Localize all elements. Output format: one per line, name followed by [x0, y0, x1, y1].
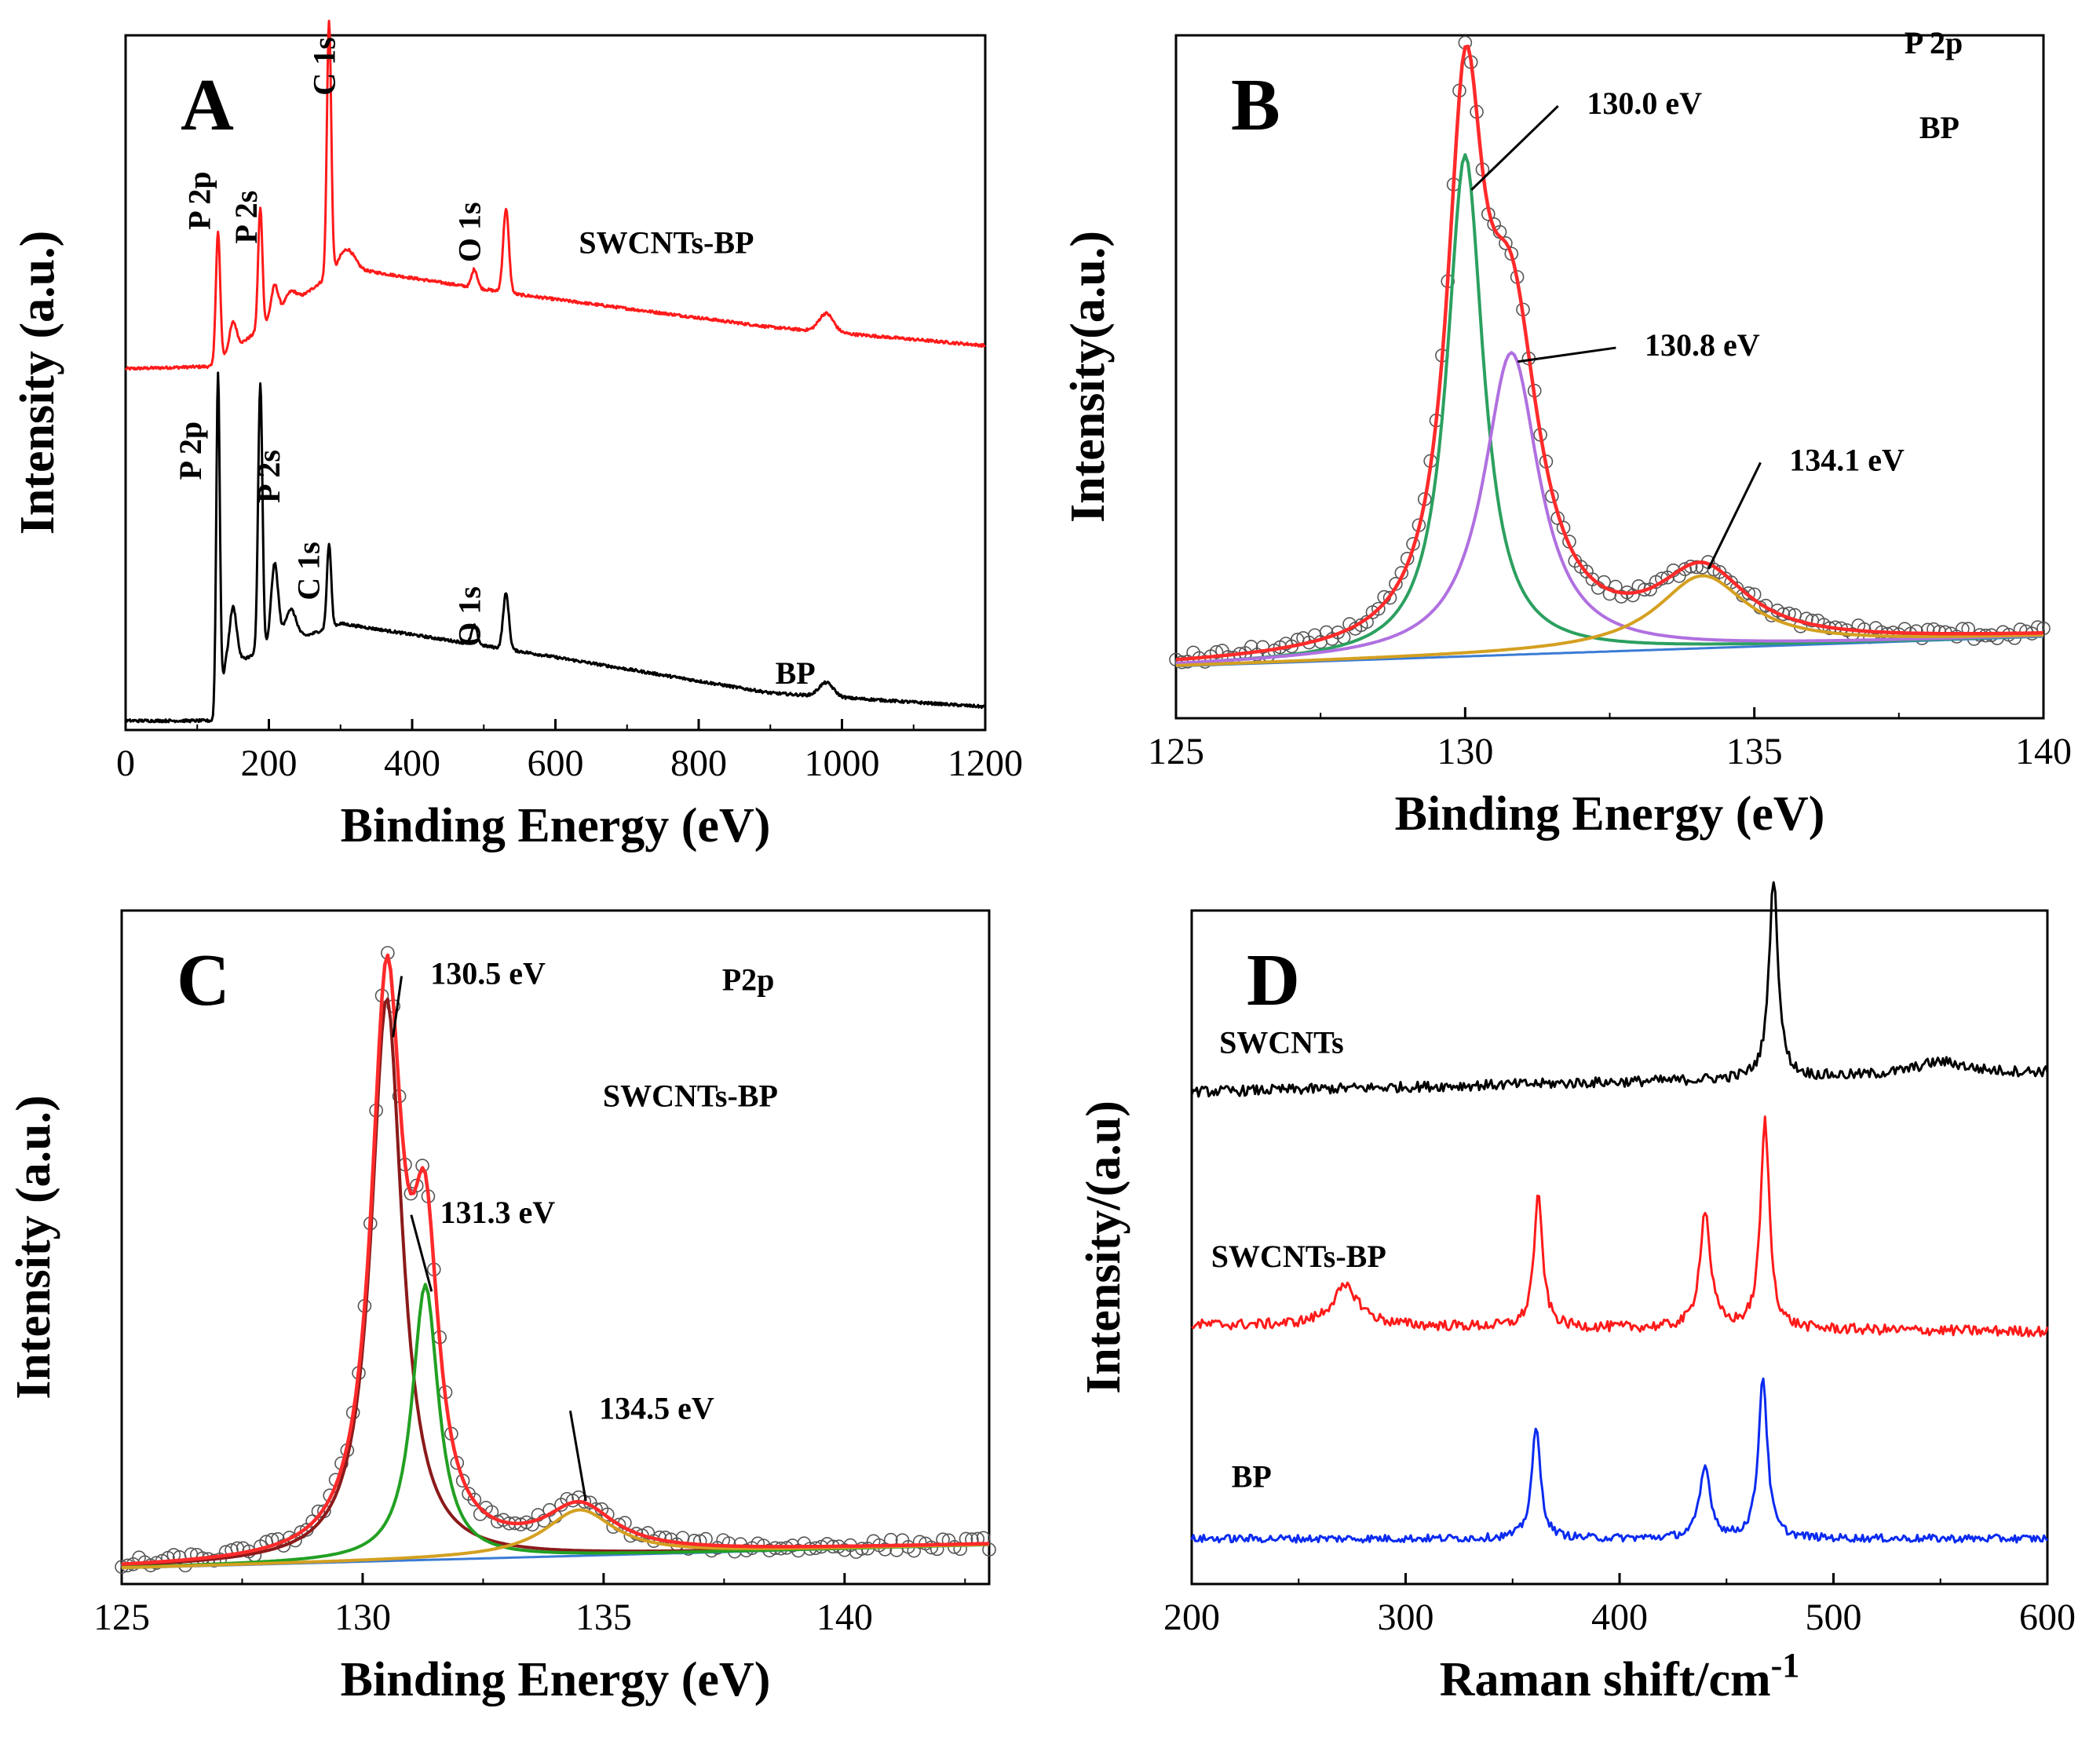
annotation: 131.3 eV	[440, 1195, 556, 1230]
series-line-bp	[124, 371, 987, 724]
panel-letter: B	[1231, 64, 1280, 146]
x-tick-label: 200	[241, 743, 298, 784]
x-tick-label: 500	[1806, 1597, 1862, 1638]
series-line-bp	[1190, 1377, 2049, 1544]
annotation-pointer	[410, 1214, 433, 1292]
plot-frame	[1174, 34, 2045, 720]
annotation-pointer	[1707, 462, 1762, 570]
annotation: 130.5 eV	[430, 956, 546, 991]
x-tick-label: 300	[1378, 1597, 1434, 1638]
series-line-swcnts-bp	[124, 20, 986, 371]
y-axis-label: Intensity (a.u.)	[7, 1095, 60, 1400]
annotation: P2p	[722, 962, 775, 997]
x-tick-label: 600	[2019, 1597, 2076, 1638]
fit-component-1	[121, 997, 990, 1568]
series-line-swcnts-bp	[1191, 1115, 2049, 1338]
panel-letter: A	[181, 64, 234, 146]
annotation-pointer	[568, 1411, 587, 1502]
x-tick-label: 135	[1726, 731, 1783, 772]
annotation: 130.0 eV	[1587, 86, 1702, 121]
peak-annotation: P 2s	[251, 450, 287, 503]
x-tick-label: 130	[334, 1597, 391, 1638]
series-label: SWCNTs-BP	[1211, 1239, 1386, 1274]
annotation: BP	[1919, 110, 1959, 145]
x-tick-label: 1200	[948, 743, 1023, 784]
annotation-pointer	[1470, 105, 1559, 191]
panel-letter: C	[177, 940, 230, 1021]
x-tick-label: 125	[93, 1597, 150, 1638]
raw-data-point	[912, 1535, 927, 1549]
peak-annotation: P 2p	[173, 422, 208, 480]
peak-annotation: O 1s	[452, 202, 488, 262]
panel-b: 125 130 135 140 Binding Energy (eV) Intensity…	[1061, 25, 2072, 841]
raw-data-point	[1209, 644, 1224, 659]
panel-a: 0 200 400 600 800 1000 1200 Binding Energy (eV)…	[11, 20, 1023, 852]
x-axis-label: Raman shift/cm-1	[1440, 1646, 1800, 1706]
x-tick-label: 130	[1437, 731, 1493, 772]
y-axis-label: Intensity/(a.u)	[1077, 1100, 1130, 1394]
panel-c: 125 130 135 140 Binding Energy (eV) Intensity…	[7, 909, 996, 1706]
fit-component-3	[121, 1508, 989, 1570]
x-tick-label: 135	[575, 1597, 632, 1638]
raw-data-point	[1382, 590, 1397, 605]
x-axis-label: Binding Energy (eV)	[341, 799, 771, 852]
annotation-pointer	[392, 976, 404, 1038]
x-tick-label: 1000	[805, 743, 880, 784]
peak-annotation: C 1s	[306, 37, 341, 95]
x-axis-label: Binding Energy (eV)	[1395, 787, 1825, 841]
annotation: SWCNTs-BP	[603, 1079, 778, 1114]
annotation-pointer	[1517, 346, 1616, 363]
x-axis-label-superscript: -1	[1771, 1646, 1800, 1684]
fit-component-2	[121, 1283, 990, 1569]
y-axis-label: Intensity(a.u.)	[1061, 231, 1115, 523]
x-tick-label: 400	[1591, 1597, 1648, 1638]
x-tick-label: 0	[116, 743, 135, 784]
raw-data-point	[467, 1492, 482, 1507]
annotation: 134.5 eV	[599, 1390, 714, 1425]
annotation: 134.1 eV	[1789, 442, 1905, 477]
y-axis-label: Intensity (a.u.)	[11, 231, 64, 535]
peak-annotation: P 2s	[228, 191, 264, 244]
plot-frame	[120, 909, 991, 1586]
panel-d: 200 300 400 500 600 Raman shift/cm-1 Intensity…	[1077, 881, 2076, 1706]
x-tick-label: 140	[816, 1597, 873, 1638]
peak-annotation: SWCNTs-BP	[579, 224, 754, 260]
peak-annotation: C 1s	[290, 542, 326, 600]
peak-annotation: BP	[776, 655, 816, 691]
x-tick-label: 600	[528, 743, 584, 784]
x-axis-label: Binding Energy (eV)	[341, 1653, 771, 1706]
annotation: 130.8 eV	[1645, 327, 1760, 363]
fit-component-3	[1175, 574, 2044, 667]
x-tick-label: 200	[1163, 1597, 1220, 1638]
series-label: BP	[1232, 1458, 1272, 1494]
fit-envelope	[1175, 44, 2043, 662]
raw-data-point	[1741, 586, 1756, 600]
raw-data-point	[1499, 236, 1513, 250]
x-tick-label: 400	[384, 743, 440, 784]
panel-letter: D	[1247, 940, 1300, 1021]
peak-annotation: P 2p	[182, 171, 217, 229]
series-label: SWCNTs	[1219, 1025, 1344, 1060]
raw-data-point	[1371, 601, 1386, 616]
raw-data-point	[1799, 611, 1813, 626]
fit-component-2	[1175, 351, 2044, 665]
annotation: P 2p	[1905, 25, 1963, 60]
fit-envelope	[121, 953, 990, 1566]
series-line-swcnts	[1190, 881, 2049, 1098]
raw-data-point	[1689, 560, 1704, 575]
peak-annotation: O 1s	[452, 586, 488, 647]
x-tick-label: 800	[670, 743, 727, 784]
x-tick-label: 140	[2015, 731, 2072, 772]
x-tick-label: 125	[1148, 731, 1204, 772]
